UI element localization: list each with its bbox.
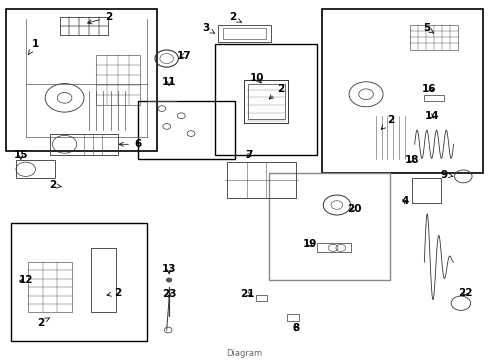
Text: 11: 11: [162, 77, 176, 87]
Bar: [91, 248, 116, 312]
Bar: [256, 295, 266, 301]
Text: 15: 15: [14, 150, 28, 160]
Text: 8: 8: [291, 323, 299, 333]
Text: 13: 13: [162, 264, 176, 274]
Text: 10: 10: [249, 73, 264, 83]
Bar: [11, 223, 147, 341]
Circle shape: [166, 278, 172, 282]
Bar: [222, 28, 266, 39]
Text: 2: 2: [107, 288, 122, 297]
Bar: [244, 80, 287, 123]
Text: 20: 20: [346, 203, 361, 213]
Text: 1: 1: [28, 39, 39, 54]
Bar: [268, 173, 389, 280]
Bar: [227, 162, 295, 198]
Text: 2: 2: [87, 13, 112, 24]
Text: 6: 6: [119, 139, 141, 149]
Bar: [215, 44, 317, 155]
Bar: [50, 134, 118, 155]
Bar: [317, 243, 351, 252]
Bar: [409, 24, 458, 50]
Text: 2: 2: [268, 84, 284, 99]
Bar: [96, 55, 140, 105]
Text: 5: 5: [422, 23, 433, 33]
Text: Diagram: Diagram: [226, 350, 262, 359]
Text: 14: 14: [424, 111, 438, 121]
Bar: [424, 95, 443, 100]
Bar: [137, 102, 234, 158]
Text: 18: 18: [404, 156, 419, 165]
Bar: [60, 18, 108, 35]
Bar: [322, 9, 482, 173]
Text: 12: 12: [19, 275, 33, 285]
Text: 2: 2: [381, 115, 393, 129]
Text: 21: 21: [239, 289, 254, 298]
Text: 19: 19: [303, 239, 317, 249]
Text: 2: 2: [228, 13, 241, 22]
Text: 4: 4: [401, 197, 408, 206]
Bar: [16, 160, 55, 178]
Text: 3: 3: [202, 23, 214, 33]
Bar: [60, 18, 108, 35]
Bar: [217, 24, 271, 42]
Bar: [247, 84, 284, 119]
Text: 2: 2: [49, 180, 61, 190]
Text: 7: 7: [245, 150, 252, 160]
Bar: [28, 262, 72, 312]
Bar: [411, 178, 441, 203]
Bar: [286, 314, 299, 321]
Text: 22: 22: [458, 288, 472, 297]
Text: 23: 23: [162, 289, 176, 299]
Text: 9: 9: [439, 170, 452, 180]
Text: 16: 16: [421, 84, 436, 94]
Bar: [6, 9, 157, 152]
Text: 2: 2: [37, 318, 49, 328]
Text: 17: 17: [176, 51, 191, 61]
